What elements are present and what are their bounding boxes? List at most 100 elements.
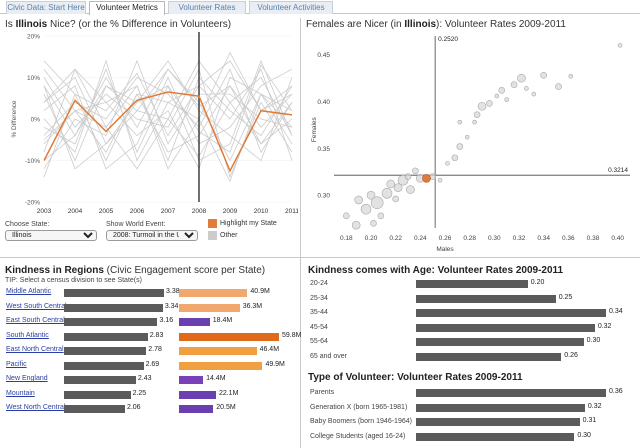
- region-population-label: 46.4M: [259, 346, 280, 353]
- state-point: [617, 43, 623, 48]
- category-label: 35-44: [310, 309, 328, 316]
- region-name-link[interactable]: West South Central: [6, 302, 67, 310]
- x-tick-label: 0.18: [340, 235, 353, 242]
- choose-state-label: Choose State:: [5, 221, 50, 228]
- x-tick-label: 2004: [68, 208, 83, 215]
- state-point: [524, 86, 529, 91]
- y-tick-label: 20%: [27, 34, 40, 41]
- rate-bar: [416, 418, 580, 426]
- tab-volunteer-rates[interactable]: Volunteer Rates: [168, 1, 246, 14]
- region-population-bar: [179, 390, 216, 399]
- region-population-bar: [179, 289, 248, 297]
- age-panel-title: Kindness comes with Age: Volunteer Rates…: [308, 265, 564, 276]
- region-name-link[interactable]: East North Central: [6, 346, 64, 353]
- rate-bar: [416, 294, 556, 303]
- gender-scatter-chart[interactable]: 0.30 0.35 0.40 0.45 0.18 0.20 0.22 0.24 0.26 0.28…: [304, 30, 636, 258]
- vertical-divider: [300, 18, 301, 448]
- region-population-bar: [179, 347, 257, 355]
- category-label: 20-24: [310, 280, 328, 287]
- other-legend-label: Other: [220, 232, 238, 239]
- region-row[interactable]: Pacific 2.69: [6, 360, 166, 372]
- category-label: 65 and over: [310, 352, 347, 360]
- state-select[interactable]: Illinois: [5, 230, 97, 241]
- region-score-label: 2.78: [148, 346, 162, 353]
- x-tick-label: 0.36: [562, 235, 575, 242]
- region-name-link[interactable]: New England: [6, 375, 48, 382]
- rate-value-label: 0.36: [609, 388, 623, 395]
- region-name-link[interactable]: Mountain: [6, 389, 35, 397]
- world-event-label: Show World Event:: [106, 221, 166, 228]
- region-score-bar: [64, 347, 147, 355]
- region-row[interactable]: East South Central 3.16: [6, 316, 173, 328]
- y-tick-label: -20%: [25, 200, 40, 207]
- highlight-legend-swatch: [208, 219, 217, 228]
- region-population-label: 18.4M: [212, 317, 233, 324]
- state-point: [517, 73, 526, 83]
- state-point: [464, 134, 470, 140]
- x-tick-label: 2007: [161, 208, 176, 215]
- region-row[interactable]: West South Central 3.34: [6, 302, 178, 314]
- region-row[interactable]: East North Central 2.78: [6, 345, 166, 357]
- rate-value-label: 0.20: [530, 279, 545, 286]
- regions-title: Kindness in Regions (Civic Engagement sc…: [5, 265, 266, 276]
- state-point: [531, 91, 537, 97]
- region-population-bar: [179, 318, 210, 326]
- region-score-label: 2.83: [149, 331, 164, 339]
- state-point: [477, 101, 487, 111]
- region-score-bar: [64, 318, 158, 326]
- other-state-line: [43, 59, 293, 162]
- region-population-label: 20.5M: [216, 404, 236, 411]
- region-score-label: 3.38: [166, 288, 180, 295]
- x-tick-label: 0.32: [513, 235, 526, 242]
- regions-tip: TIP: Select a census division to see Sta…: [5, 277, 142, 284]
- region-score-label: 2.43: [137, 375, 152, 382]
- x-tick-label: 0.20: [365, 235, 378, 242]
- state-point: [498, 87, 506, 94]
- world-event-select[interactable]: 2008: Turmoil in the US a: [106, 230, 198, 241]
- other-state-line: [43, 68, 293, 170]
- region-score-bar: [64, 390, 131, 399]
- state-point: [437, 177, 443, 183]
- region-score-label: 3.34: [164, 302, 179, 310]
- y-tick-label: -10%: [25, 158, 40, 165]
- rate-value-label: 0.25: [558, 293, 573, 301]
- region-row[interactable]: Mountain 2.25: [6, 389, 166, 401]
- region-name-link[interactable]: West North Central: [6, 404, 66, 411]
- rate-value-label: 0.32: [587, 402, 602, 410]
- difference-line-chart[interactable]: 20% 10% 0% -10% -20% % Difference 2003 2004 2005…: [2, 30, 298, 220]
- category-label: 45-54: [310, 323, 328, 331]
- region-score-label: 2.06: [126, 404, 141, 411]
- highlighted-state-point: [422, 174, 431, 183]
- scatter-panel-title-state: Illinois: [404, 19, 437, 30]
- state-point: [351, 220, 361, 230]
- region-name-link[interactable]: South Atlantic: [6, 331, 49, 339]
- region-row[interactable]: South Atlantic 2.83: [6, 331, 166, 343]
- type-panel-title: Type of Volunteer: Volunteer Rates 2009-…: [308, 372, 523, 383]
- region-name-link[interactable]: Middle Atlantic: [6, 288, 52, 295]
- region-population-bar: [179, 303, 240, 312]
- state-point: [510, 81, 518, 89]
- region-name-link[interactable]: Pacific: [6, 360, 27, 368]
- region-name-link[interactable]: East South Central: [6, 317, 65, 324]
- region-row[interactable]: West North Central 2.06: [6, 403, 166, 415]
- tab-civic-data-start-here[interactable]: Civic Data: Start Here: [6, 1, 86, 14]
- category-label: Generation X (born 1965-1981): [310, 403, 408, 411]
- state-point: [370, 196, 384, 210]
- state-point: [377, 212, 385, 220]
- category-label: College Students (aged 16-24): [310, 432, 406, 440]
- other-state-line: [43, 51, 293, 170]
- tab-volunteer-activities[interactable]: Volunteer Activities: [249, 1, 333, 14]
- highlight-legend-label: Highlight my State: [220, 220, 277, 227]
- state-point: [392, 195, 399, 203]
- region-row[interactable]: New England 2.43: [6, 374, 166, 386]
- state-point: [540, 72, 547, 79]
- rate-value-label: 0.31: [582, 417, 597, 424]
- x-tick-label: 2003: [37, 208, 52, 215]
- tab-volunteer-metrics[interactable]: Volunteer Metrics: [89, 1, 165, 15]
- y-tick-label: 0.40: [317, 99, 330, 106]
- region-row[interactable]: Middle Atlantic 3.38: [6, 287, 180, 299]
- category-label: Parents: [310, 389, 335, 396]
- x-tick-label: 0.38: [587, 235, 600, 242]
- rate-value-label: 0.30: [586, 337, 601, 344]
- rate-bar: [416, 309, 606, 317]
